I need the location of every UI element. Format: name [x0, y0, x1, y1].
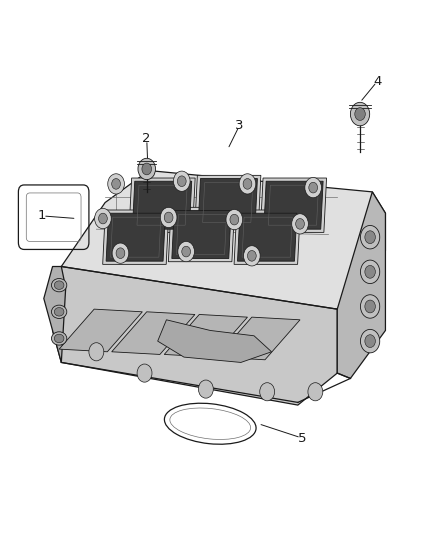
Circle shape	[112, 179, 120, 189]
Polygon shape	[237, 213, 297, 261]
Circle shape	[360, 295, 380, 318]
Circle shape	[198, 380, 213, 398]
Circle shape	[137, 364, 152, 382]
Circle shape	[305, 177, 321, 198]
Text: 4: 4	[373, 75, 382, 87]
Polygon shape	[234, 210, 300, 264]
Circle shape	[296, 219, 304, 229]
Text: 3: 3	[235, 119, 244, 132]
Circle shape	[260, 383, 275, 401]
Ellipse shape	[54, 281, 64, 289]
Polygon shape	[168, 207, 235, 262]
Polygon shape	[61, 171, 385, 309]
Circle shape	[99, 213, 107, 224]
Circle shape	[178, 241, 194, 262]
Polygon shape	[194, 175, 261, 230]
Circle shape	[173, 171, 190, 191]
Circle shape	[360, 225, 380, 249]
Circle shape	[177, 176, 186, 187]
Circle shape	[365, 335, 375, 348]
Polygon shape	[337, 192, 385, 378]
Polygon shape	[198, 179, 258, 227]
Polygon shape	[53, 266, 337, 405]
Circle shape	[142, 163, 152, 175]
Polygon shape	[164, 314, 247, 357]
Circle shape	[350, 102, 370, 126]
Text: 2: 2	[142, 132, 151, 145]
Circle shape	[365, 300, 375, 313]
Ellipse shape	[52, 332, 67, 345]
Circle shape	[244, 246, 260, 266]
Circle shape	[308, 383, 323, 401]
Text: 5: 5	[298, 432, 307, 445]
Polygon shape	[158, 320, 272, 362]
Circle shape	[164, 212, 173, 223]
Polygon shape	[59, 309, 142, 352]
Text: 1: 1	[37, 209, 46, 222]
Circle shape	[116, 248, 125, 259]
Ellipse shape	[52, 278, 67, 292]
Ellipse shape	[54, 334, 64, 343]
Circle shape	[309, 182, 318, 193]
Polygon shape	[102, 210, 169, 264]
Circle shape	[365, 265, 375, 278]
Polygon shape	[106, 213, 166, 261]
Circle shape	[360, 329, 380, 353]
Polygon shape	[172, 211, 231, 259]
Polygon shape	[129, 178, 195, 232]
Circle shape	[360, 260, 380, 284]
Ellipse shape	[54, 308, 64, 316]
Circle shape	[89, 343, 104, 361]
Circle shape	[355, 108, 365, 120]
Circle shape	[226, 209, 243, 230]
Polygon shape	[260, 178, 327, 232]
Polygon shape	[132, 181, 192, 229]
Polygon shape	[44, 266, 66, 362]
Circle shape	[108, 174, 124, 194]
Circle shape	[160, 207, 177, 228]
Circle shape	[365, 231, 375, 244]
Circle shape	[138, 158, 155, 180]
Circle shape	[230, 214, 239, 225]
Circle shape	[239, 174, 256, 194]
Polygon shape	[264, 181, 323, 229]
Ellipse shape	[52, 305, 67, 318]
Circle shape	[182, 246, 191, 257]
Circle shape	[95, 208, 111, 229]
Circle shape	[292, 214, 308, 234]
Circle shape	[243, 179, 252, 189]
Polygon shape	[217, 317, 300, 360]
Polygon shape	[112, 312, 195, 354]
Circle shape	[247, 251, 256, 261]
Circle shape	[112, 243, 129, 263]
